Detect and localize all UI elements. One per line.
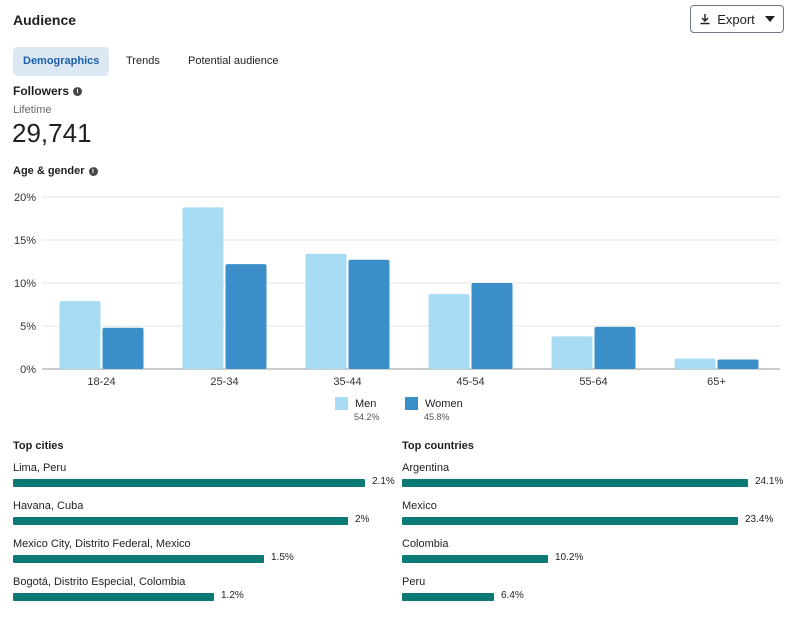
legend-item-men[interactable]: Men 54.2% [335,397,380,422]
list-item-bar [13,593,214,601]
legend-label-women: Women [425,397,463,410]
tab-demographics[interactable]: Demographics [13,47,110,76]
y-tick-label: 10% [14,278,36,290]
bar-women-65+[interactable] [717,359,759,369]
legend-label-men: Men [355,397,377,410]
bar-women-25-34[interactable] [225,264,267,369]
x-tick-label: 45-54 [456,376,484,388]
legend-swatch-men [335,397,348,410]
list-item-bar [402,555,548,563]
top-cities-title: Top cities [13,440,64,452]
y-tick-label: 0% [20,364,36,376]
legend-pct-women: 45.8% [424,412,450,422]
legend-swatch-women [405,397,418,410]
tab-potential-audience[interactable]: Potential audience [188,55,279,67]
legend-item-women[interactable]: Women 45.8% [405,397,463,422]
list-item-bar [402,517,738,525]
list-item-bar [13,479,365,487]
legend-pct-men: 54.2% [354,412,380,422]
list-item-label: Lima, Peru [13,462,67,474]
bar-women-55-64[interactable] [594,326,636,369]
followers-count: 29,741 [12,118,92,148]
bar-women-18-24[interactable] [102,327,144,369]
list-item-label: Colombia [402,538,449,550]
y-tick-label: 5% [20,321,36,333]
x-tick-label: 18-24 [87,376,115,388]
age-gender-label: Age & gender [13,165,85,177]
list-item-label: Mexico City, Distrito Federal, Mexico [13,538,191,550]
list-item-label: Argentina [402,462,450,474]
bar-women-45-54[interactable] [471,283,513,369]
top-countries-title: Top countries [402,440,474,452]
info-icon[interactable]: i [73,87,83,97]
bar-men-35-44[interactable] [305,253,347,369]
info-icon[interactable]: i [88,166,98,176]
list-item-value: 2.1% [372,476,395,487]
x-tick-label: 65+ [707,376,726,388]
page-title: Audience [13,12,77,28]
list-item-value: 10.2% [555,552,584,563]
list-item-value: 1.2% [221,590,244,601]
list-item-bar [13,517,348,525]
bar-men-18-24[interactable] [59,301,101,369]
list-item-bar [402,479,748,487]
y-tick-label: 15% [14,235,36,247]
list-item-value: 23.4% [745,514,774,525]
list-item-bar [402,593,494,601]
tab-trends[interactable]: Trends [126,55,160,67]
age-gender-heading: Age & gender i [13,165,98,177]
bar-men-55-64[interactable] [551,336,593,369]
list-item-value: 6.4% [501,590,524,601]
bar-men-65+[interactable] [674,358,716,369]
caret-down-icon [764,16,775,22]
list-item-bar [13,555,264,563]
x-tick-label: 55-64 [579,376,607,388]
list-item-label: Havana, Cuba [13,500,84,512]
x-tick-label: 35-44 [333,376,361,388]
bar-men-45-54[interactable] [428,294,470,369]
list-item-label: Mexico [402,500,437,512]
bar-women-35-44[interactable] [348,259,390,369]
age-gender-chart: 20% 15% 10% 5% 0% 18-24 25-34 35-44 45-54 55-64 65… [14,192,780,388]
bar-men-25-34[interactable] [182,207,224,369]
list-item-value: 2% [355,514,370,525]
followers-label: Followers [13,84,70,98]
export-label: Export [717,11,755,27]
y-tick-label: 20% [14,192,36,204]
followers-heading: Followers i [13,84,83,98]
download-icon [700,14,710,25]
followers-period: Lifetime [13,104,52,116]
list-item-label: Bogotá, Distrito Especial, Colombia [13,576,186,588]
x-tick-label: 25-34 [210,376,238,388]
list-item-value: 1.5% [271,552,294,563]
export-button[interactable]: Export [690,5,784,33]
list-item-value: 24.1% [755,476,784,487]
list-item-label: Peru [402,576,426,588]
